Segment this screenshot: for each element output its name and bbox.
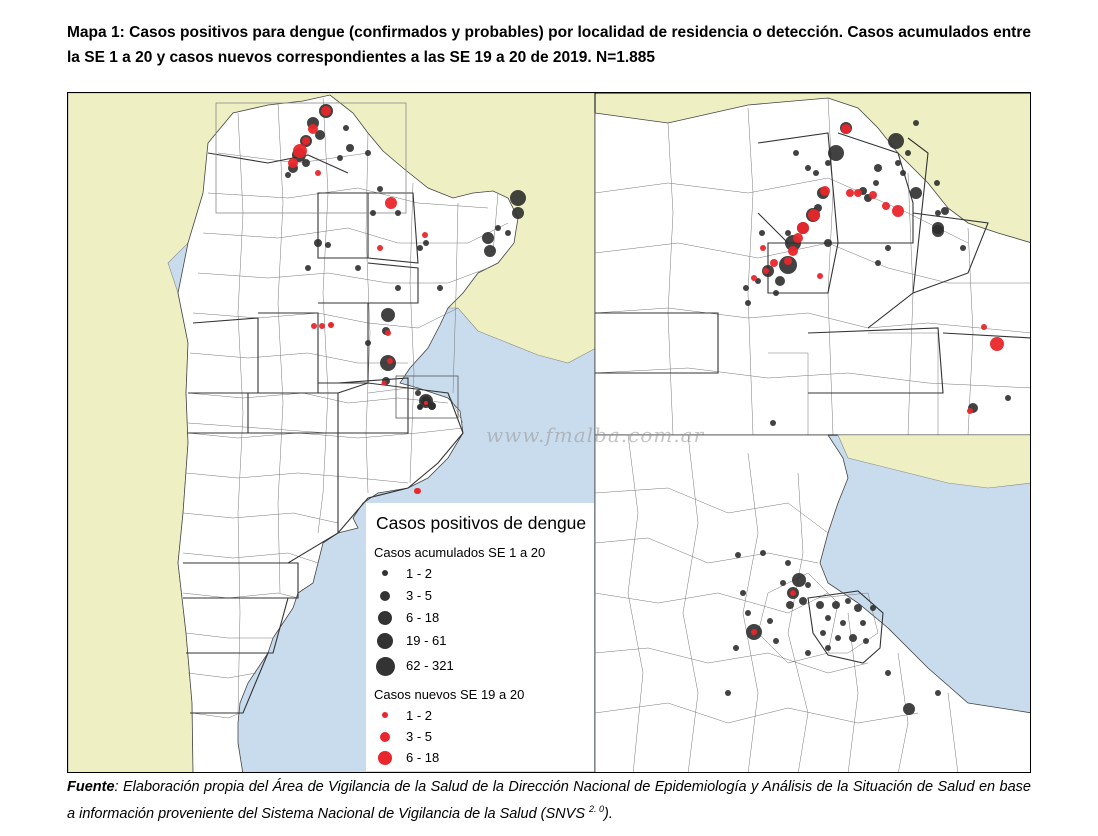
legend: Casos positivos de dengue Casos acumulad… <box>366 503 594 771</box>
inset-amba-boundaries <box>594 434 959 772</box>
inset-amba-uruguay <box>837 434 1030 489</box>
inset-north <box>594 93 1030 436</box>
accumulated-cases-amba <box>725 550 941 715</box>
footer-sup: 2. 0 <box>589 804 605 814</box>
new-dot-icon <box>382 712 388 718</box>
inset-box-amba <box>395 375 459 419</box>
accum-dot-icon <box>378 611 392 625</box>
legend-accum-title: Casos acumulados SE 1 a 20 <box>374 545 546 560</box>
legend-new-title: Casos nuevos SE 19 a 20 <box>374 687 525 702</box>
accum-dot-icon <box>382 570 388 576</box>
new-dot-icon <box>380 732 390 742</box>
new-cases-main <box>288 106 428 494</box>
province-boundaries <box>183 152 464 714</box>
legend-new-item: 6 - 18 <box>366 748 586 768</box>
footer-end: ). <box>604 805 613 822</box>
accum-dot-icon <box>380 591 390 601</box>
legend-new-item: 1 - 2 <box>366 706 586 726</box>
department-boundaries <box>182 97 509 719</box>
inset-amba-province <box>807 590 884 664</box>
legend-accum-item: 3 - 5 <box>366 586 586 606</box>
footer-text: : Elaboración propia del Área de Vigilan… <box>67 779 1031 822</box>
legend-title: Casos positivos de dengue <box>376 513 587 533</box>
source-footer: Fuente: Elaboración propia del Área de V… <box>67 776 1031 825</box>
new-cases-north <box>751 124 1004 414</box>
inset-box-north <box>215 102 407 214</box>
amba-cluster-main <box>328 322 436 494</box>
map-canvas <box>68 93 1030 772</box>
map-title: Mapa 1: Casos positivos para dengue (con… <box>67 24 1031 66</box>
inset-amba <box>594 434 1030 772</box>
map-frame: Casos positivos de dengue Casos acumulad… <box>67 92 1031 773</box>
accum-dot-icon <box>377 633 393 649</box>
inset-north-argentina <box>594 97 1030 436</box>
main-map <box>68 93 597 772</box>
new-dot-icon <box>378 751 392 765</box>
accum-dot-icon <box>376 657 395 676</box>
legend-accum-item: 1 - 2 <box>366 564 586 584</box>
legend-accum-item: 6 - 18 <box>366 608 586 628</box>
legend-accum-item: 62 - 321 <box>366 656 586 676</box>
legend-new-item: 3 - 5 <box>366 727 586 747</box>
legend-accum-item: 19 - 61 <box>366 631 586 651</box>
new-cases-amba <box>751 590 796 635</box>
watermark: www.fmalba.com.ar <box>486 423 705 447</box>
footer-label: Fuente <box>67 779 115 795</box>
